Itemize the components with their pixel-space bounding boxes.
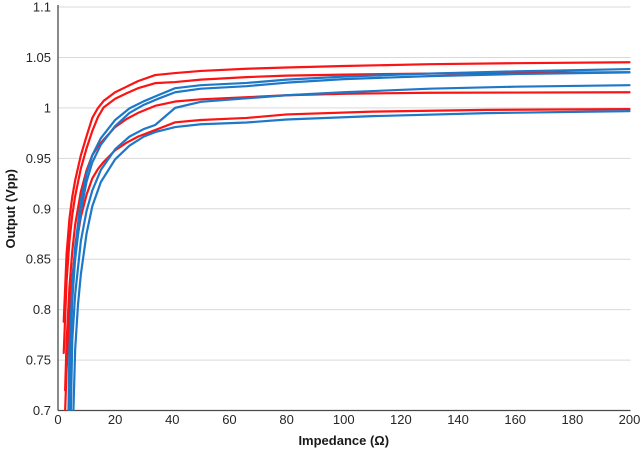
x-tick-label-120: 120 (390, 412, 412, 427)
x-tick-label-160: 160 (504, 412, 526, 427)
x-tick-label-100: 100 (333, 412, 355, 427)
y-tick-label-1.05: 1.05 (26, 50, 51, 65)
y-tick-label-0.85: 0.85 (26, 252, 51, 267)
x-tick-label-40: 40 (165, 412, 179, 427)
series-line-red-1 (62, 61, 631, 323)
x-tick-label-0: 0 (54, 412, 61, 427)
x-tick-label-140: 140 (447, 412, 469, 427)
y-tick-label-0.75: 0.75 (26, 353, 51, 368)
y-tick-label-0.95: 0.95 (26, 151, 51, 166)
y-tick-label-0.9: 0.9 (33, 201, 51, 216)
x-tick-label-20: 20 (108, 412, 122, 427)
y-tick-label-0.8: 0.8 (33, 302, 51, 317)
series-line-red-3 (64, 91, 631, 392)
series-line-blue-2 (67, 71, 631, 411)
series-line-blue-4 (72, 110, 631, 411)
y-axis-title: Output (Vpp) (3, 169, 18, 248)
y-tick-label-1: 1 (44, 100, 51, 115)
series-group (62, 61, 631, 411)
y-tick-label-1.1: 1.1 (33, 0, 51, 15)
series-line-red-2 (62, 71, 631, 355)
series-line-blue-1 (67, 67, 631, 411)
x-axis-title: Impedance (Ω) (298, 433, 389, 448)
x-tick-label-180: 180 (561, 412, 583, 427)
x-tick-label-80: 80 (279, 412, 293, 427)
y-tick-label-0.7: 0.7 (33, 403, 51, 418)
x-tick-label-60: 60 (222, 412, 236, 427)
series-line-red-4 (64, 107, 631, 411)
x-tick-label-200: 200 (619, 412, 640, 427)
series-line-blue-3 (69, 84, 631, 411)
